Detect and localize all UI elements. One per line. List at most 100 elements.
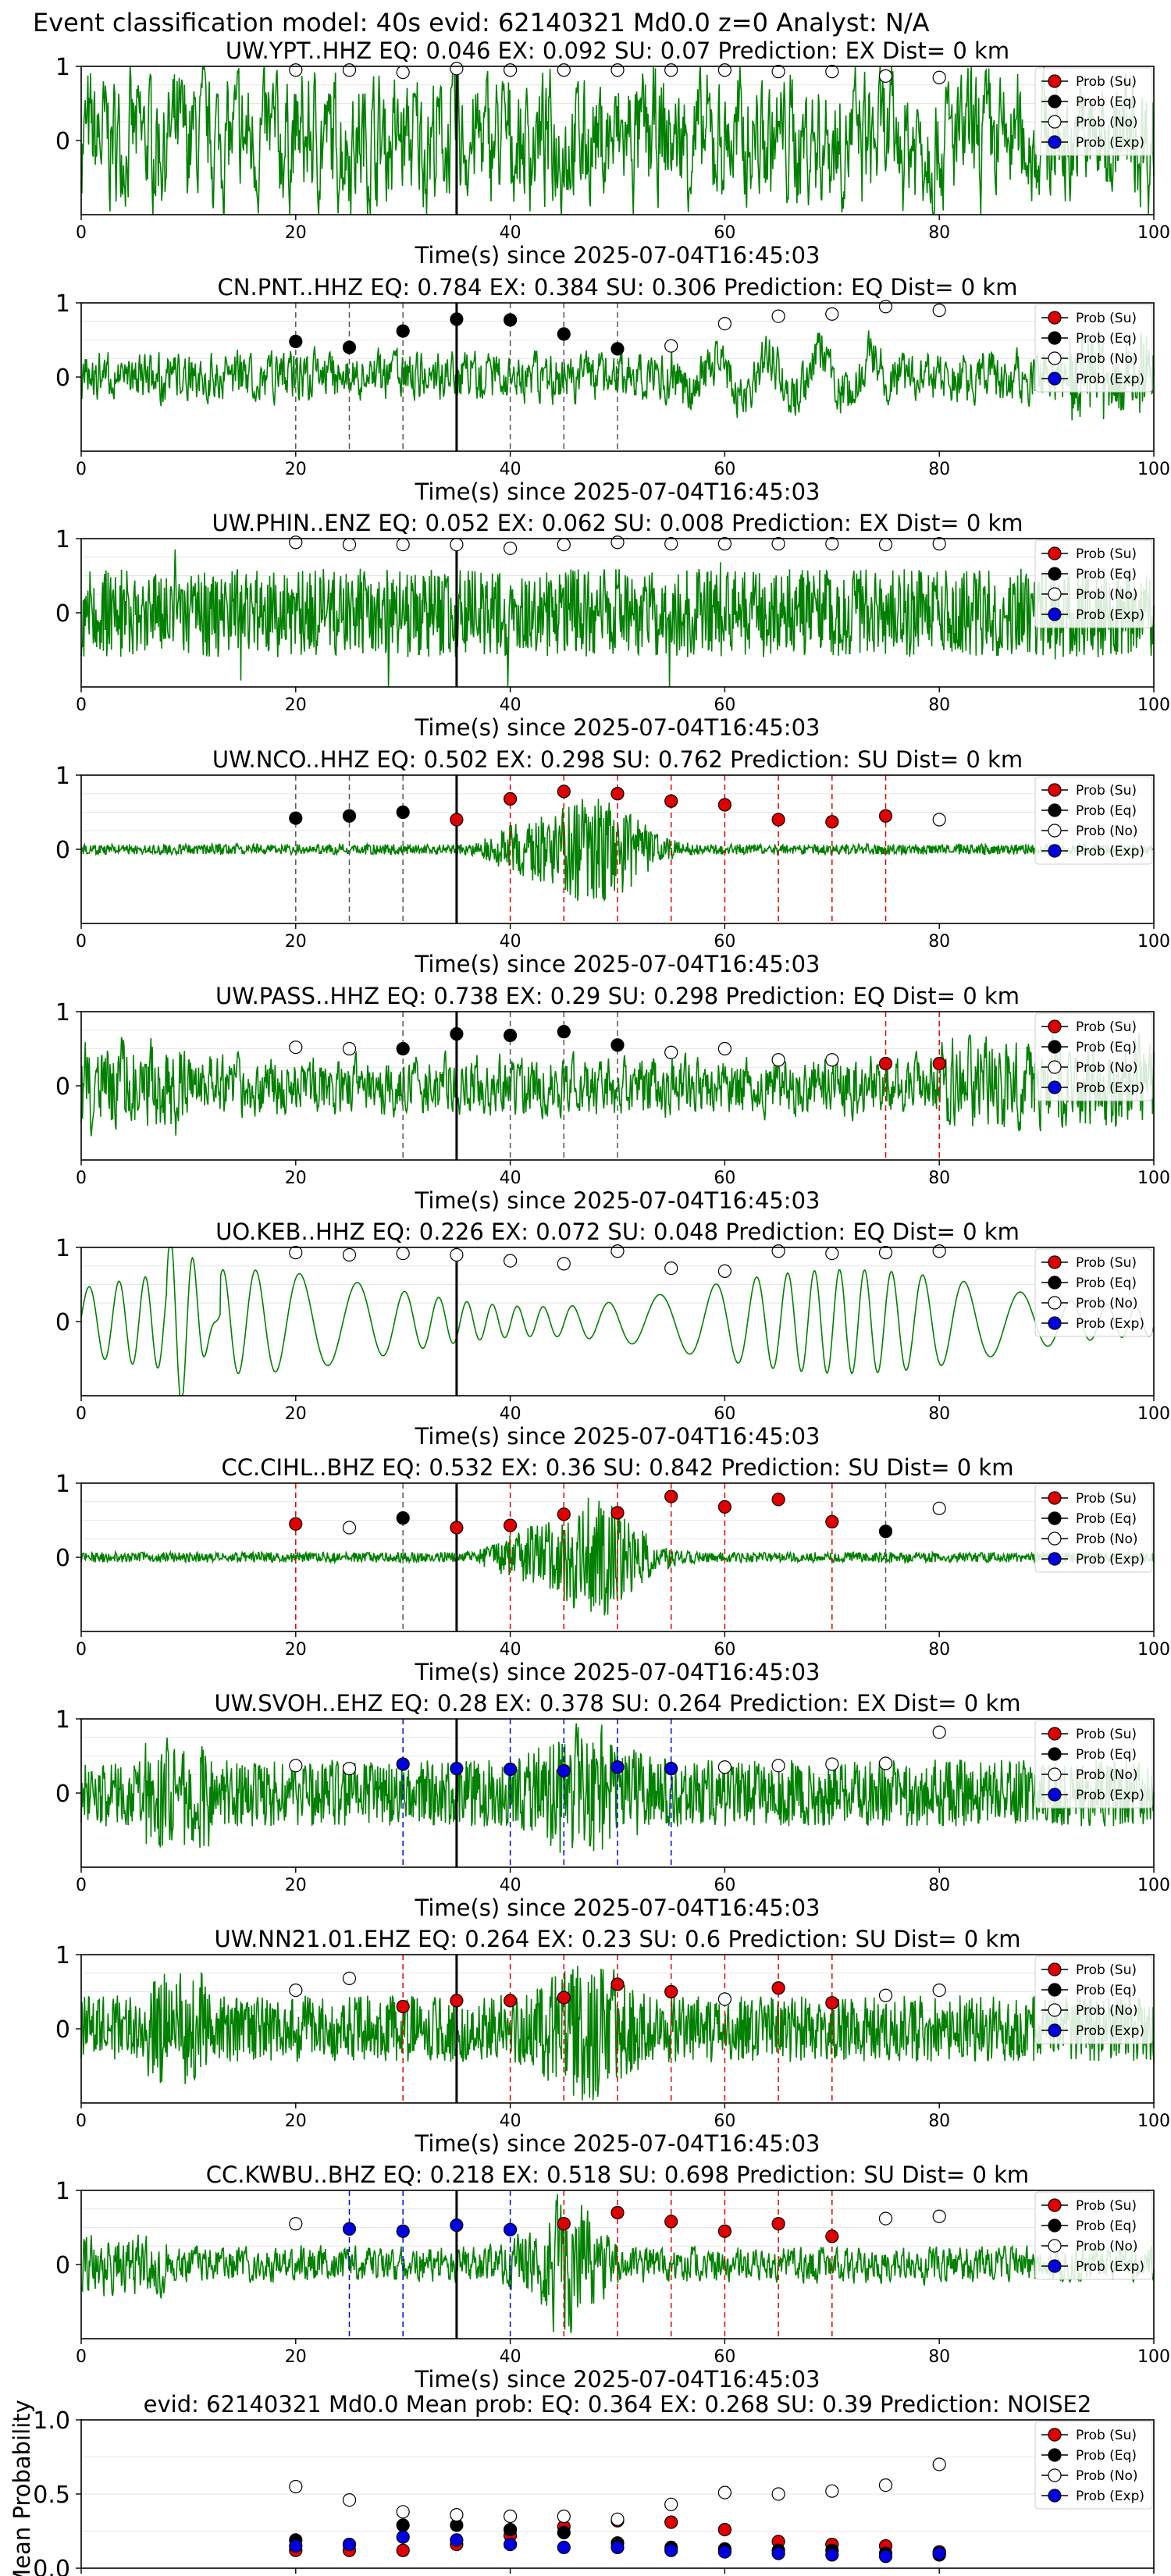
prob-marker-eq xyxy=(450,1026,464,1041)
prob-marker-su xyxy=(825,1996,839,2010)
x-tick-label: 0 xyxy=(76,1876,87,1895)
legend-entry: Prob (No) xyxy=(1041,587,1138,603)
prob-marker-no xyxy=(717,1992,732,2006)
prob-marker-no xyxy=(396,1246,410,1261)
prob-marker-no xyxy=(771,65,785,79)
prob-marker-no xyxy=(342,63,357,77)
legend-label: Prob (Eq) xyxy=(1076,1040,1137,1055)
legend: Prob (Su) Prob (Eq) Prob (No) Prob (Exp) xyxy=(1034,539,1153,628)
legend-entry: Prob (Eq) xyxy=(1041,2448,1137,2464)
x-tick-label: 80 xyxy=(928,2347,950,2367)
legend-label: Prob (Eq) xyxy=(1076,1983,1137,1998)
prob-marker-su xyxy=(557,785,571,799)
mean-point-exp xyxy=(450,2533,464,2547)
prob-marker-exp xyxy=(557,1763,571,1778)
y-tick-label: 1 xyxy=(55,1235,70,1262)
prob-marker-no xyxy=(771,309,785,323)
legend-label: Prob (Eq) xyxy=(1076,331,1137,347)
x-tick-label: 40 xyxy=(500,1169,521,1188)
prob-marker-eq xyxy=(450,312,464,326)
prob-marker-no xyxy=(771,1244,785,1258)
x-tick-label: 60 xyxy=(714,460,735,479)
legend-marker xyxy=(1048,2003,1062,2017)
legend-entry: Prob (Su) xyxy=(1041,1727,1137,1742)
prob-marker-no xyxy=(825,1053,839,1067)
legend-label: Prob (No) xyxy=(1076,351,1138,367)
prob-marker-eq xyxy=(878,1525,893,1539)
mean-point-eq xyxy=(557,2525,571,2539)
panel-title: UW.NN21.01.EHZ EQ: 0.264 EX: 0.23 SU: 0.… xyxy=(215,1926,1021,1952)
legend-entry: Prob (Eq) xyxy=(1041,2218,1137,2234)
legend-label: Prob (Eq) xyxy=(1076,803,1137,819)
prob-marker-exp xyxy=(396,2224,410,2238)
prob-marker-no xyxy=(878,537,893,552)
prob-marker-su xyxy=(717,2224,732,2238)
prob-marker-su xyxy=(664,1489,678,1503)
legend-label: Prob (No) xyxy=(1076,824,1138,839)
x-tick-label: 80 xyxy=(928,932,950,952)
station-panels: UW.YPT..HHZ EQ: 0.046 EX: 0.092 SU: 0.07… xyxy=(9,37,1170,2576)
prob-marker-exp xyxy=(503,1763,518,1777)
prob-marker-no xyxy=(342,1762,357,1776)
legend-label: Prob (No) xyxy=(1076,1060,1138,1076)
prob-marker-exp xyxy=(342,2222,357,2236)
mean-point-exp xyxy=(717,2545,732,2559)
legend-entry: Prob (Eq) xyxy=(1041,1983,1137,1998)
prob-marker-su xyxy=(503,792,518,806)
station-panel: CN.PNT..HHZ EQ: 0.784 EX: 0.384 SU: 0.30… xyxy=(55,274,1170,505)
x-tick-label: 80 xyxy=(928,223,950,243)
legend-entry: Prob (Eq) xyxy=(1041,803,1137,819)
legend-box xyxy=(1034,1484,1153,1573)
station-panel: UW.YPT..HHZ EQ: 0.046 EX: 0.092 SU: 0.07… xyxy=(55,37,1170,269)
legend-marker xyxy=(1048,1962,1062,1976)
y-tick-label: 0 xyxy=(55,1309,70,1336)
prob-marker-eq xyxy=(503,1028,518,1043)
x-tick-label: 40 xyxy=(500,696,521,715)
mean-point-no xyxy=(664,2497,678,2511)
prob-marker-no xyxy=(878,2211,893,2226)
legend-label: Prob (Exp) xyxy=(1076,1080,1144,1096)
x-tick-label: 60 xyxy=(714,1640,735,1660)
y-tick-label: 1 xyxy=(55,2178,70,2205)
legend-marker xyxy=(1048,2448,1062,2462)
x-tick-label: 20 xyxy=(285,1876,307,1895)
legend-label: Prob (Eq) xyxy=(1076,94,1137,110)
prob-marker-eq xyxy=(557,1025,571,1039)
station-panel: UW.PHIN..ENZ EQ: 0.052 EX: 0.062 SU: 0.0… xyxy=(55,510,1170,741)
prob-marker-su xyxy=(664,1984,678,1999)
legend-label: Prob (No) xyxy=(1076,115,1138,130)
x-tick-label: 20 xyxy=(285,2347,307,2367)
legend-entry: Prob (Su) xyxy=(1041,1962,1137,1978)
x-tick-label: 80 xyxy=(928,696,950,715)
x-tick-label: 20 xyxy=(285,223,307,243)
x-tick-label: 60 xyxy=(714,1404,735,1424)
prob-marker-su xyxy=(610,2205,625,2220)
mean-point-exp xyxy=(289,2539,303,2553)
y-tick-label: 0 xyxy=(55,837,70,864)
prob-marker-su xyxy=(825,815,839,829)
prob-marker-su xyxy=(771,1493,785,1507)
legend-marker xyxy=(1048,1276,1062,1290)
x-tick-label: 100 xyxy=(1137,696,1170,715)
legend-marker xyxy=(1048,1552,1062,1566)
legend-marker xyxy=(1048,2023,1062,2037)
mean-point-exp xyxy=(503,2538,518,2552)
mean-point-exp xyxy=(396,2530,410,2544)
legend-label: Prob (Su) xyxy=(1076,311,1137,326)
mean-point-no xyxy=(396,2505,410,2519)
station-panel: UO.KEB..HHZ EQ: 0.226 EX: 0.072 SU: 0.04… xyxy=(55,1219,1170,1450)
legend-label: Prob (Eq) xyxy=(1076,1747,1137,1763)
x-axis-label: Time(s) since 2025-07-04T16:45:03 xyxy=(415,1895,820,1921)
prob-marker-no xyxy=(289,1246,303,1260)
legend-entry: Prob (Eq) xyxy=(1041,94,1137,110)
prob-marker-su xyxy=(932,1056,946,1071)
x-axis-label: Time(s) since 2025-07-04T16:45:03 xyxy=(415,1423,820,1450)
legend-marker xyxy=(1048,803,1062,817)
legend-marker xyxy=(1048,1019,1062,1034)
legend-entry: Prob (Su) xyxy=(1041,1255,1137,1271)
legend-entry: Prob (Eq) xyxy=(1041,1276,1137,1291)
waveform-trace xyxy=(80,66,1155,215)
legend-entry: Prob (Su) xyxy=(1041,546,1137,562)
x-tick-label: 80 xyxy=(928,2112,950,2131)
legend-box xyxy=(1034,1248,1153,1337)
